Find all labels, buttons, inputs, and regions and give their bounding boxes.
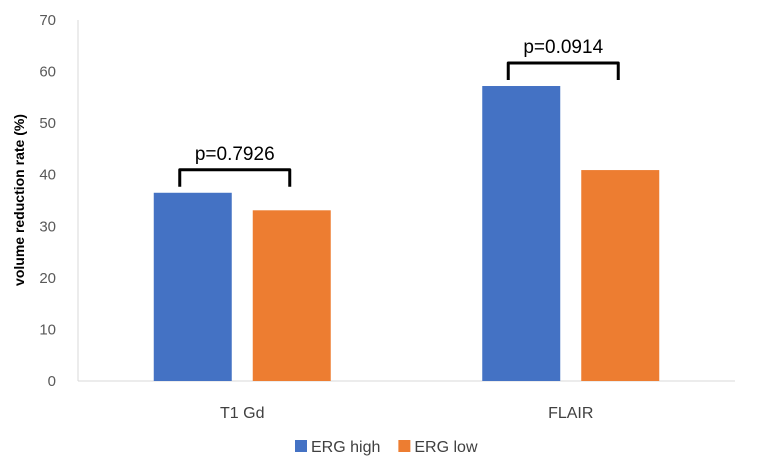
p-value-label: p=0.7926	[195, 144, 275, 165]
legend-swatch	[295, 440, 307, 452]
p-value-annotations: p=0.7926 p=0.0914	[178, 37, 620, 187]
bars	[153, 86, 660, 382]
y-tick-label: 10	[39, 321, 56, 338]
category-labels: T1 Gd FLAIR	[220, 405, 593, 422]
legend-label: ERG low	[414, 439, 478, 456]
y-tick-label: 20	[39, 270, 56, 287]
y-tick-label: 30	[39, 218, 56, 235]
bar-erg-low-flair	[581, 170, 660, 381]
legend-label: ERG high	[311, 439, 380, 456]
p-value-label: p=0.0914	[523, 37, 603, 58]
bar-erg-high-t1-gd	[153, 192, 232, 381]
y-axis-label: volume reduction rate (%)	[11, 114, 27, 286]
legend: ERG high ERG low	[295, 439, 478, 456]
y-tick-label: 40	[39, 167, 56, 184]
y-tick-label: 70	[39, 12, 56, 29]
legend-swatch	[398, 440, 411, 452]
y-tick-label: 0	[48, 373, 56, 390]
y-tick-label: 50	[39, 115, 56, 132]
significance-bracket	[506, 61, 620, 81]
bar-erg-low-t1-gd	[252, 210, 331, 381]
bar-erg-high-flair	[482, 86, 561, 382]
y-tick-label: 60	[39, 64, 56, 81]
y-tick-labels: 0 10 20 30 40 50 60 70	[39, 12, 56, 390]
category-label: T1 Gd	[220, 405, 264, 422]
category-label: FLAIR	[548, 405, 593, 422]
significance-bracket	[178, 168, 292, 187]
